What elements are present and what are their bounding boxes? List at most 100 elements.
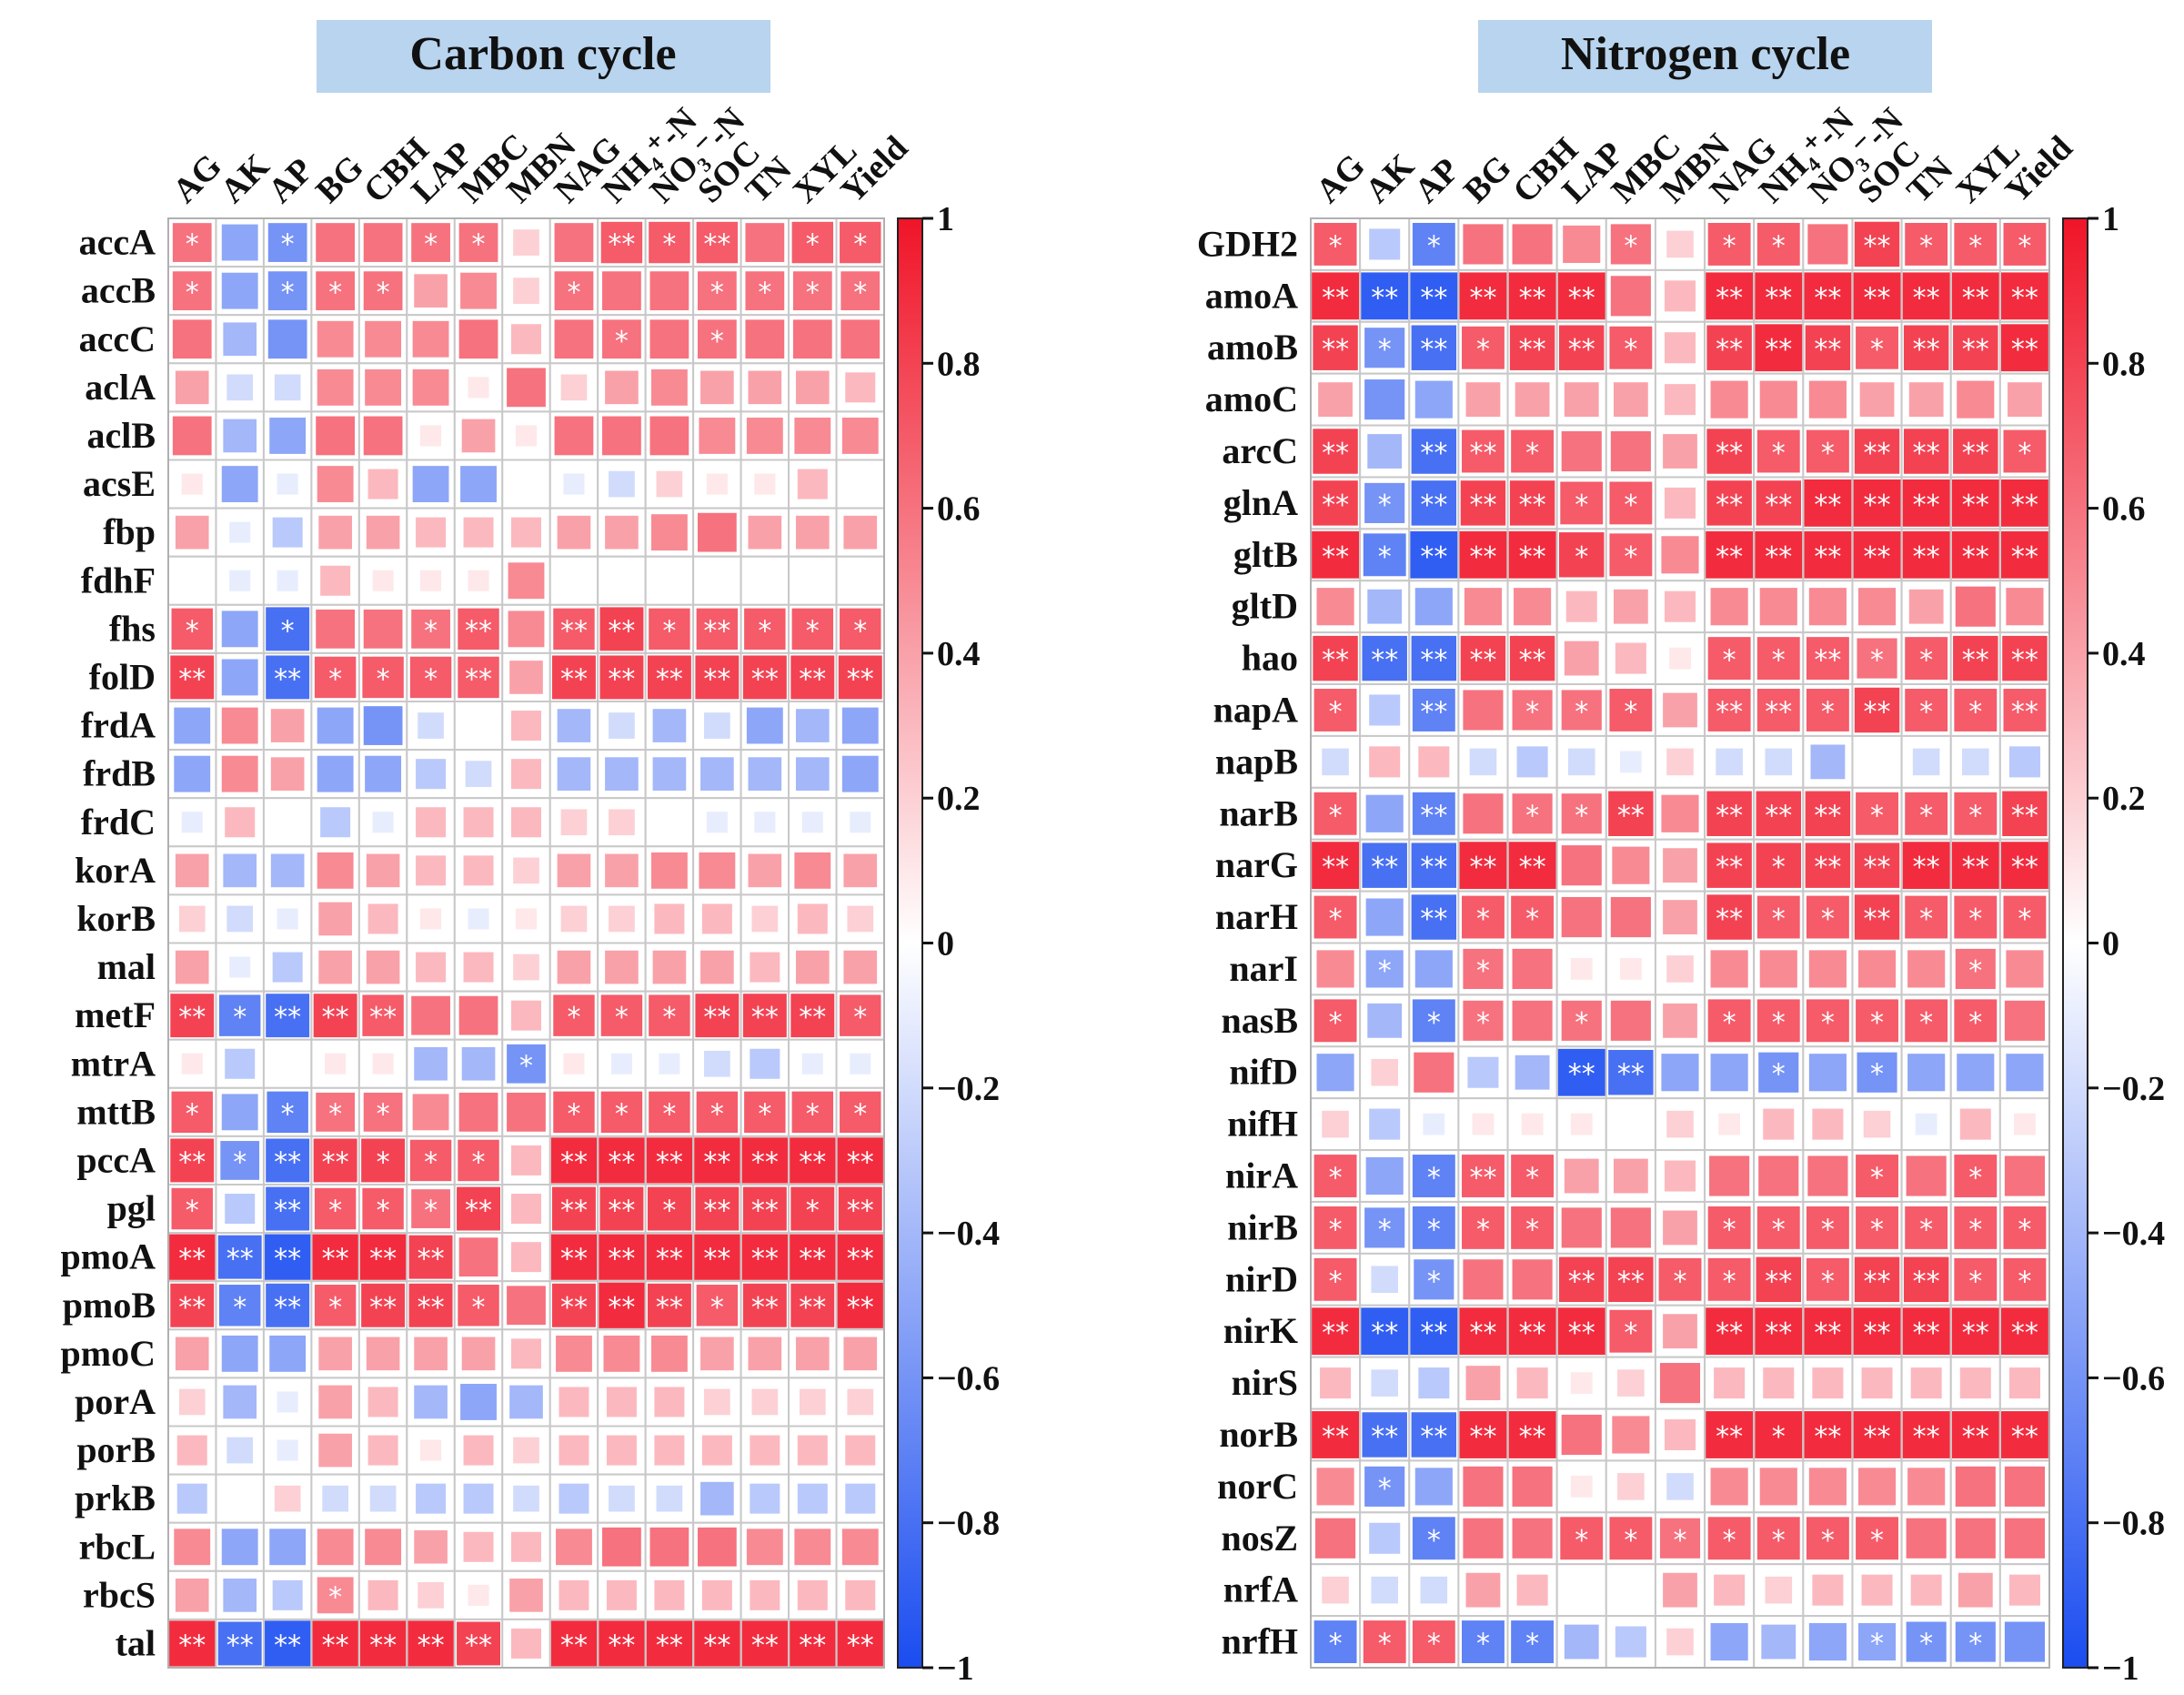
heatmap-cell-hao-14 [2002, 635, 2048, 681]
significance-mark: ** [465, 1196, 492, 1227]
significance-mark: ** [1519, 852, 1546, 883]
heatmap-cell-prkB-9 [609, 1485, 635, 1512]
heatmap-cell-amoA-10 [1804, 272, 1852, 320]
heatmap-cell-acsE-8 [563, 473, 585, 495]
heatmap-cell-gltD-3 [1464, 588, 1503, 626]
heatmap-cell-gltB-5 [1559, 532, 1605, 578]
significance-mark: * [567, 1002, 580, 1034]
significance-mark: * [806, 277, 820, 309]
heatmap-cell-narB-4 [1512, 793, 1553, 834]
heatmap-cell-nirD-4 [1512, 1259, 1553, 1300]
row-label: amoA [1205, 275, 1298, 316]
heatmap-cell-napA-5 [1561, 690, 1602, 731]
significance-mark: * [1378, 541, 1392, 573]
significance-mark: * [1821, 1266, 1835, 1297]
heatmap-cell-korB-9 [609, 905, 635, 933]
significance-mark: * [1968, 1007, 1982, 1039]
significance-mark: ** [1864, 230, 1891, 262]
heatmap-cell-narH-2 [1411, 894, 1457, 940]
heatmap-cell-amoA-4 [1508, 272, 1556, 320]
significance-mark: * [1624, 230, 1637, 262]
heatmap-cell-korA-12 [748, 853, 782, 888]
row-label: nosZ [1222, 1518, 1299, 1559]
cell-frame [1605, 1615, 1656, 1670]
heatmap-cell-nirK-7 [1663, 1314, 1697, 1349]
significance-mark: * [1772, 1007, 1786, 1039]
heatmap-cell-arcC-7 [1663, 434, 1697, 469]
colorbar-tick-label: 0.6 [2102, 490, 2146, 529]
significance-mark: ** [1617, 1266, 1645, 1297]
significance-mark: * [328, 1196, 342, 1227]
significance-mark: * [1329, 800, 1343, 832]
heatmap-cell-mtrA-3 [325, 1053, 347, 1075]
heatmap-cell-narG-13 [1951, 842, 1999, 890]
heatmap-cell-korB-13 [797, 903, 828, 934]
heatmap-cell-narB-0 [1313, 792, 1357, 835]
heatmap-cell-prkB-8 [559, 1483, 589, 1514]
significance-mark: * [1968, 1163, 1982, 1195]
heatmap-cell-GDH2-13 [1954, 223, 1998, 266]
heatmap-cell-napA-11 [1854, 687, 1900, 733]
heatmap-cell-rbcS-8 [559, 1579, 589, 1610]
significance-mark: * [424, 1146, 438, 1178]
significance-mark: ** [2011, 645, 2038, 677]
heatmap-cell-narB-11 [1856, 792, 1898, 835]
significance-mark: ** [1568, 282, 1595, 314]
significance-mark: ** [1420, 696, 1447, 728]
significance-mark: * [1870, 1007, 1884, 1039]
colorbar-tick-label: −1 [2102, 1650, 2139, 1688]
heatmap-cell-porA-5 [414, 1385, 448, 1419]
heatmap-cell-rbcS-14 [845, 1579, 876, 1610]
heatmap-cell-accC-10 [649, 319, 689, 359]
heatmap-cell-porA-3 [318, 1385, 352, 1419]
significance-mark: ** [1322, 541, 1349, 573]
row-label: nirK [1223, 1310, 1298, 1351]
significance-mark: * [377, 1196, 390, 1227]
heatmap-cell-nrfA-14 [2008, 1574, 2040, 1606]
heatmap-cell-pmoA-13 [790, 1234, 836, 1280]
heatmap-cell-mtrA-9 [610, 1053, 632, 1075]
significance-mark: * [1329, 1163, 1343, 1195]
heatmap-cell-arcC-14 [2003, 429, 2047, 473]
nitrogen-title-box [1478, 20, 1932, 93]
heatmap-cell-mal-5 [416, 952, 447, 983]
heatmap-cell-rbcL-2 [269, 1529, 307, 1566]
significance-mark: ** [1864, 1317, 1891, 1349]
significance-mark: * [1919, 230, 1933, 262]
heatmap-cell-porA-2 [277, 1391, 298, 1413]
heatmap-cell-arcC-2 [1411, 429, 1457, 474]
heatmap-cell-nirS-11 [1861, 1367, 1893, 1399]
heatmap-cell-frdC-8 [560, 809, 588, 836]
heatmap-cell-pmoB-2 [266, 1283, 310, 1327]
heatmap-cell-amoB-12 [1903, 325, 1949, 370]
heatmap-cell-pmoA-14 [837, 1234, 883, 1280]
heatmap-cell-korA-3 [317, 852, 354, 889]
significance-mark: ** [1913, 1266, 1940, 1297]
significance-mark: ** [1765, 696, 1792, 728]
colorbar-tick-label: 1 [937, 200, 954, 238]
significance-mark: * [186, 1098, 199, 1130]
heatmap-cell-narG-12 [1902, 842, 1950, 890]
heatmap-cell-napA-9 [1756, 689, 1800, 731]
heatmap-cell-pmoA-8 [550, 1234, 598, 1280]
heatmap-cell-nrfH-8 [1710, 1622, 1748, 1661]
heatmap-cell-nrfA-4 [1516, 1574, 1548, 1606]
heatmap-cell-prkB-10 [656, 1485, 683, 1512]
row-label: pccA [76, 1139, 156, 1180]
heatmap-cell-nifD-11 [1857, 1052, 1897, 1093]
heatmap-cell-glnA-7 [1664, 487, 1696, 519]
significance-mark: ** [2011, 282, 2038, 314]
heatmap-cell-gltD-11 [1857, 588, 1897, 626]
heatmap-cell-nirA-6 [1613, 1158, 1648, 1194]
heatmap-cell-rbcL-3 [317, 1529, 354, 1566]
significance-mark: ** [1716, 541, 1743, 573]
heatmap-cell-mtrA-2 [283, 1059, 292, 1068]
heatmap-cell-acsE-6 [460, 466, 497, 502]
significance-mark: * [1329, 696, 1343, 728]
heatmap-cell-mtrA-13 [801, 1053, 823, 1075]
colorbar-tick-label: 0.2 [937, 780, 981, 818]
heatmap-cell-napA-13 [1954, 689, 1998, 731]
heatmap-cell-nrfH-1 [1363, 1620, 1406, 1663]
heatmap-cell-frdA-1 [221, 707, 258, 744]
significance-mark: * [1378, 1473, 1392, 1505]
